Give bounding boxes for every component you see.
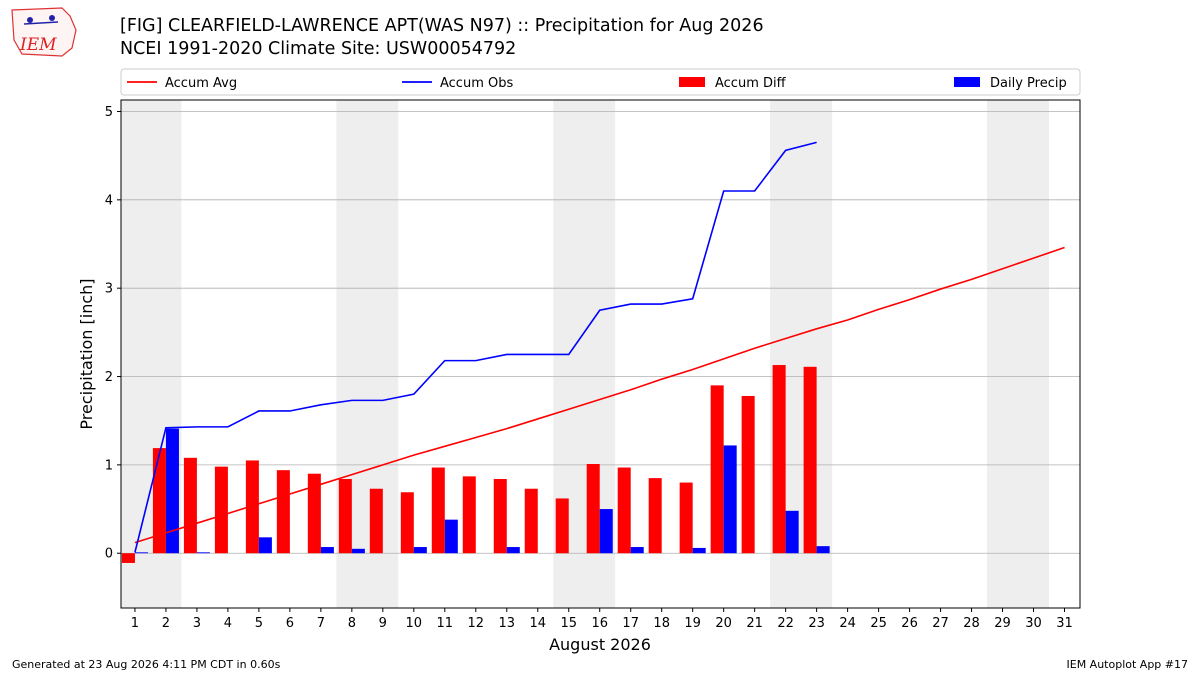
- x-tick-label: 16: [591, 616, 608, 631]
- bar: [710, 385, 724, 554]
- bar: [692, 547, 706, 554]
- chart-title: [FIG] CLEARFIELD-LAWRENCE APT(WAS N97) :…: [120, 16, 764, 36]
- x-tick-label: 17: [622, 616, 639, 631]
- x-tick-label: 8: [348, 616, 356, 631]
- bar: [679, 482, 693, 554]
- bar: [506, 547, 520, 554]
- logo: IEM: [11, 7, 77, 57]
- chart-subtitle: NCEI 1991-2020 Climate Site: USW00054792: [120, 39, 516, 59]
- x-tick-label: 1: [131, 616, 139, 631]
- legend-label: Daily Precip: [990, 76, 1067, 91]
- x-tick-label: 27: [932, 616, 949, 631]
- logo-line: [23, 21, 59, 25]
- y-tick-label: 3: [105, 282, 113, 297]
- x-tick-label: 9: [379, 616, 387, 631]
- bar: [599, 509, 613, 554]
- x-tick-label: 14: [529, 616, 546, 631]
- x-tick-label: 30: [1025, 616, 1042, 631]
- bar: [338, 479, 352, 554]
- bar: [741, 395, 755, 554]
- x-tick-label: 5: [255, 616, 263, 631]
- x-tick-label: 15: [560, 616, 577, 631]
- bar: [493, 479, 507, 554]
- x-tick-label: 24: [839, 616, 856, 631]
- bar: [723, 445, 737, 554]
- bar: [400, 492, 414, 554]
- x-tick-label: 29: [994, 616, 1011, 631]
- x-tick-label: 28: [963, 616, 980, 631]
- x-tick-label: 7: [317, 616, 325, 631]
- legend-swatch: [679, 77, 705, 87]
- line-series: [134, 141, 817, 553]
- bar: [134, 552, 148, 554]
- logo-dot: [49, 15, 55, 21]
- bar: [320, 547, 334, 554]
- bar: [121, 553, 135, 563]
- x-tick-label: 4: [224, 616, 232, 631]
- x-tick-label: 11: [437, 616, 454, 631]
- x-tick-label: 20: [715, 616, 732, 631]
- bar: [245, 460, 259, 554]
- bar: [555, 498, 569, 554]
- y-tick-label: 1: [105, 458, 113, 473]
- y-axis-label: Precipitation [inch]: [77, 278, 96, 429]
- x-tick-label: 18: [653, 616, 670, 631]
- bar: [258, 537, 272, 554]
- x-tick-label: 31: [1056, 616, 1073, 631]
- y-tick-label: 4: [105, 193, 113, 208]
- bar: [785, 510, 799, 554]
- bar: [617, 467, 631, 554]
- bar: [413, 547, 427, 554]
- plot-frame: [120, 99, 1081, 609]
- bar: [648, 478, 662, 554]
- bar: [369, 488, 383, 554]
- y-tick-label: 5: [105, 105, 113, 120]
- bar: [152, 448, 166, 554]
- bar: [816, 546, 830, 554]
- x-tick-label: 25: [870, 616, 887, 631]
- footer-right: IEM Autoplot App #17: [1067, 658, 1189, 671]
- weekend-band: [987, 100, 1050, 608]
- plot-area: [121, 100, 1080, 608]
- y-tick-label: 0: [105, 547, 113, 562]
- bar: [214, 466, 228, 554]
- line-series: [134, 246, 1065, 544]
- logo-text: IEM: [19, 35, 57, 55]
- y-tick-label: 2: [105, 370, 113, 385]
- x-tick-label: 2: [162, 616, 170, 631]
- bar: [772, 365, 786, 554]
- legend-swatch: [954, 77, 980, 87]
- bar: [351, 548, 365, 554]
- bar: [307, 473, 321, 554]
- x-tick-label: 23: [808, 616, 825, 631]
- bar: [630, 547, 644, 554]
- x-tick-label: 3: [193, 616, 201, 631]
- bar: [165, 428, 179, 554]
- x-axis-label: August 2026: [549, 635, 651, 654]
- legend-label: Accum Diff: [715, 76, 787, 91]
- bar: [444, 519, 458, 554]
- bar: [196, 552, 210, 554]
- bar: [803, 366, 817, 554]
- legend-box: [120, 68, 1081, 96]
- x-tick-label: 12: [468, 616, 485, 631]
- bar: [431, 467, 445, 554]
- bar: [586, 463, 600, 554]
- footer-left: Generated at 23 Aug 2026 4:11 PM CDT in …: [12, 658, 281, 671]
- x-tick-label: 22: [777, 616, 794, 631]
- x-tick-label: 6: [286, 616, 294, 631]
- x-tick-label: 13: [498, 616, 515, 631]
- x-tick-label: 21: [746, 616, 763, 631]
- bar: [183, 457, 197, 554]
- x-tick-label: 26: [901, 616, 918, 631]
- bar: [462, 476, 476, 554]
- x-tick-label: 19: [684, 616, 701, 631]
- legend-label: Accum Avg: [165, 76, 237, 91]
- bar: [524, 488, 538, 554]
- logo-dot: [27, 17, 33, 23]
- x-tick-label: 10: [406, 616, 423, 631]
- legend-label: Accum Obs: [440, 76, 513, 91]
- bar: [276, 470, 290, 554]
